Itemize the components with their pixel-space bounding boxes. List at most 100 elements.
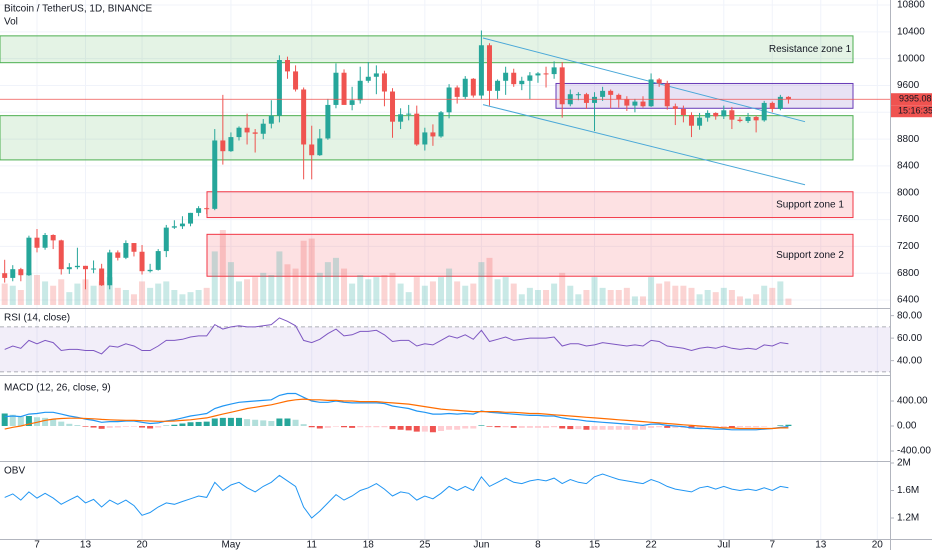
y-tick-label: 6400 xyxy=(897,295,920,306)
candle-body xyxy=(745,116,751,122)
volume-bar xyxy=(341,268,348,305)
volume-bar xyxy=(567,285,574,305)
volume-bar xyxy=(74,283,81,305)
macd-histogram-bar xyxy=(462,426,469,429)
volume-bar xyxy=(147,287,154,305)
volume-bar xyxy=(292,268,299,305)
y-tick-label: 0.00 xyxy=(897,421,917,432)
macd-histogram-bar xyxy=(494,426,501,428)
volume-bar xyxy=(785,298,792,305)
macd-histogram-bar xyxy=(478,425,485,426)
macd-histogram-bar xyxy=(373,426,380,428)
macd-histogram-bar xyxy=(518,426,525,428)
volume-bar xyxy=(413,277,420,305)
volume-bar xyxy=(171,290,178,305)
candle-body xyxy=(325,104,331,139)
volume-bar xyxy=(82,279,89,305)
macd-histogram-bar xyxy=(284,418,291,426)
y-tick-label: 10800 xyxy=(897,0,925,11)
x-tick-label: 15 xyxy=(589,540,601,550)
candle-body xyxy=(592,96,598,103)
macd-histogram-bar xyxy=(753,426,760,428)
macd-histogram-bar xyxy=(114,426,121,428)
volume-bar xyxy=(518,294,525,305)
candle-body xyxy=(737,119,743,122)
y-tick-label: 9600 xyxy=(897,80,920,91)
macd-histogram-bar xyxy=(510,426,517,428)
volume-bar xyxy=(373,277,380,305)
macd-histogram-bar xyxy=(389,426,396,430)
candle-body xyxy=(365,76,371,81)
macd-histogram-bar xyxy=(736,426,743,428)
candle-body xyxy=(454,87,460,97)
candle-body xyxy=(309,144,315,156)
candle-body xyxy=(163,227,169,252)
volume-bar xyxy=(761,285,768,305)
volume-bar xyxy=(753,294,760,305)
candle-body xyxy=(220,140,226,152)
macd-histogram-bar xyxy=(203,421,210,426)
volume-bar xyxy=(438,277,444,305)
trendline xyxy=(482,104,806,186)
grid xyxy=(0,0,890,539)
volume-bar xyxy=(559,272,566,305)
macd-histogram-bar xyxy=(648,426,655,428)
macd-histogram-bar xyxy=(429,426,436,433)
macd-histogram-bar xyxy=(308,426,315,428)
y-tick-label: 400.00 xyxy=(897,396,928,407)
candle-body xyxy=(139,251,145,272)
volume-bar xyxy=(510,283,517,305)
macd-histogram-bar xyxy=(656,426,663,428)
candle-body xyxy=(697,117,703,126)
candle-body xyxy=(26,237,32,276)
y-tick-label: 60.00 xyxy=(897,333,922,344)
candle-body xyxy=(333,72,339,105)
candle-body xyxy=(123,243,129,258)
candle-body xyxy=(462,78,468,97)
y-tick-label: 40.00 xyxy=(897,355,922,366)
macd-histogram-bar xyxy=(720,426,727,428)
candle-body xyxy=(373,73,379,77)
volume-bar xyxy=(551,283,558,305)
candle-body xyxy=(398,114,404,122)
y-tick-label: 10000 xyxy=(897,53,925,64)
zone xyxy=(206,191,854,219)
y-tick-label: 7200 xyxy=(897,241,920,252)
candle-body xyxy=(390,91,396,122)
y-tick-label: 7600 xyxy=(897,214,920,225)
y-tick-label: 8800 xyxy=(897,134,920,145)
macd-histogram-bar xyxy=(534,426,541,428)
macd-histogram-bar xyxy=(25,416,32,426)
macd-histogram-bar xyxy=(349,426,356,428)
macd-histogram-bar xyxy=(470,426,477,429)
macd-histogram-bar xyxy=(171,424,178,426)
volume-bar xyxy=(462,285,469,305)
volume-bar xyxy=(155,283,162,305)
volume-bar xyxy=(236,281,242,305)
volume-bar xyxy=(478,262,485,305)
volume-bar xyxy=(583,290,590,305)
volume-bar xyxy=(50,285,57,305)
volume-bar xyxy=(769,287,776,305)
macd-title: MACD (12, 26, close, 9) xyxy=(4,383,111,394)
symbol-title: Bitcoin / TetherUS, 1D, BINANCE xyxy=(4,4,153,15)
macd-histogram-bar xyxy=(147,426,154,429)
volume-bar xyxy=(534,290,541,305)
candle-body xyxy=(228,137,234,152)
macd-histogram-bar xyxy=(300,424,307,426)
last-price-label: 9395.08 xyxy=(899,94,932,104)
volume-bar xyxy=(34,275,40,305)
macd-histogram-bar xyxy=(332,426,339,427)
candle-body xyxy=(600,90,606,97)
macd-histogram-bar xyxy=(82,426,89,427)
macd-histogram-bar xyxy=(17,416,24,426)
candle-body xyxy=(196,208,202,213)
macd-histogram-bar xyxy=(50,419,57,426)
volume-bar xyxy=(648,277,655,305)
candle-body xyxy=(664,83,670,107)
x-tick-label: 7 xyxy=(769,540,775,550)
x-tick-label: 20 xyxy=(136,540,148,550)
x-tick-label: 8 xyxy=(535,540,541,550)
volume-bar xyxy=(640,296,646,305)
macd-histogram-bar xyxy=(486,426,493,427)
